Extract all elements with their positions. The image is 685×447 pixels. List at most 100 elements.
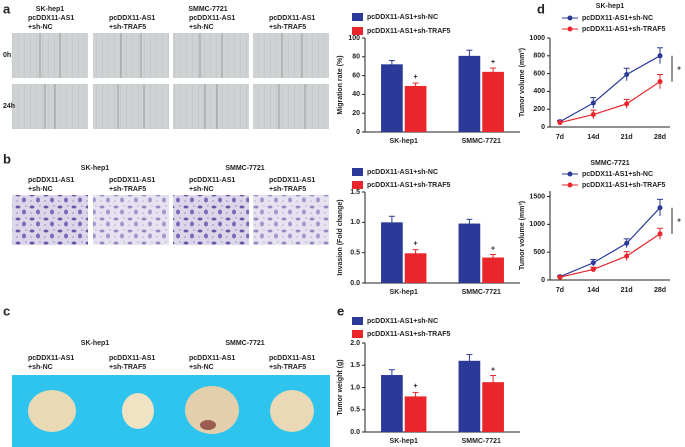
- legend-marker: [567, 171, 573, 177]
- group-label: +sh-NC: [28, 24, 53, 31]
- cell-line-label: SK-hep1: [81, 340, 110, 347]
- significance-label: +: [677, 218, 681, 225]
- bar: [404, 253, 427, 283]
- legend-swatch: [352, 13, 363, 21]
- wound-image: [12, 84, 88, 129]
- x-tick-label: 14d: [587, 134, 599, 141]
- significance-label: +: [414, 240, 418, 247]
- point: [657, 205, 663, 211]
- bar: [381, 222, 403, 283]
- cell-line-label: SMMC-7721: [225, 340, 264, 347]
- x-tick-label: 7d: [556, 287, 564, 294]
- wound-image: [253, 33, 329, 78]
- tumor: [185, 386, 239, 434]
- group-label: +sh-TRAF5: [269, 24, 306, 31]
- line: [559, 233, 661, 278]
- row-label: 0h: [3, 52, 11, 59]
- point: [657, 53, 663, 59]
- x-tick-label: 28d: [654, 287, 666, 294]
- group-label: +sh-NC: [189, 24, 214, 31]
- x-tick-label: 28d: [654, 134, 666, 141]
- point: [624, 240, 630, 246]
- y-tick-label: 0.0: [350, 429, 360, 436]
- group-label: pcDDX11-AS1: [28, 355, 74, 362]
- legend-swatch: [352, 181, 363, 189]
- bar: [381, 64, 403, 132]
- legend-marker: [567, 15, 573, 21]
- tumor: [122, 393, 154, 429]
- y-tick-label: 500: [533, 249, 545, 256]
- bar: [404, 85, 427, 132]
- point: [590, 100, 596, 106]
- point: [557, 120, 563, 126]
- tumor-spot: [200, 420, 216, 430]
- y-tick-label: 2.0: [350, 340, 360, 347]
- point: [590, 260, 596, 266]
- wound-image: [173, 84, 249, 129]
- y-tick-label: 1.0: [350, 219, 360, 226]
- cell-line-label: SMMC-7721: [188, 6, 227, 13]
- significance-label: +: [491, 366, 495, 373]
- group-label: pcDDX11-AS1: [109, 355, 155, 362]
- wound-image: [93, 33, 169, 78]
- panel-label: b: [3, 151, 11, 166]
- bar: [482, 382, 504, 432]
- y-tick-label: 400: [533, 88, 545, 95]
- wound-image: [253, 84, 329, 129]
- x-tick-label: SMMC-7721: [462, 289, 501, 296]
- tumor: [28, 390, 76, 432]
- y-tick-label: 0.0: [350, 280, 360, 287]
- line: [559, 81, 661, 124]
- legend-label: pcDDX11-AS1+sh-NC: [582, 15, 653, 22]
- wound-image: [173, 33, 249, 78]
- significance-label: +: [677, 66, 681, 73]
- cell-line-label: SMMC-7721: [225, 165, 264, 172]
- y-tick-label: 800: [533, 53, 545, 60]
- wound-image: [12, 33, 88, 78]
- bar: [458, 360, 481, 432]
- y-tick-label: 1.5: [350, 189, 360, 196]
- x-tick-label: SMMC-7721: [462, 438, 501, 445]
- y-tick-label: 1.5: [350, 362, 360, 369]
- x-tick-label: SMMC-7721: [462, 138, 501, 145]
- bar: [381, 375, 403, 432]
- chart-title: SMMC-7721: [590, 160, 629, 167]
- cell-line-label: SK-hep1: [36, 6, 65, 13]
- legend-label: pcDDX11-AS1+sh-TRAF5: [582, 26, 666, 33]
- group-label: +sh-TRAF5: [109, 364, 146, 371]
- legend-label: pcDDX11-AS1+sh-TRAF5: [367, 28, 451, 35]
- group-label: +sh-TRAF5: [109, 24, 146, 31]
- bar: [458, 55, 481, 132]
- group-label: pcDDX11-AS1: [189, 177, 235, 184]
- legend-label: pcDDX11-AS1+sh-TRAF5: [367, 331, 451, 338]
- legend-marker: [567, 182, 573, 188]
- line: [559, 207, 661, 278]
- group-label: +sh-NC: [28, 186, 53, 193]
- group-label: pcDDX11-AS1: [269, 177, 315, 184]
- invasion-image: [173, 195, 249, 245]
- x-tick-label: SK-hep1: [390, 438, 419, 445]
- y-axis-label: Tumor volume (mm³): [519, 201, 526, 270]
- significance-label: +: [414, 74, 418, 81]
- y-tick-label: 1000: [529, 35, 545, 42]
- point: [624, 253, 630, 259]
- group-label: pcDDX11-AS1: [109, 177, 155, 184]
- point: [657, 231, 663, 237]
- x-tick-label: SK-hep1: [390, 289, 419, 296]
- x-tick-label: 21d: [621, 287, 633, 294]
- line: [559, 55, 661, 123]
- legend-swatch: [352, 317, 363, 325]
- y-tick-label: 1000: [529, 221, 545, 228]
- group-label: pcDDX11-AS1: [189, 15, 235, 22]
- legend-label: pcDDX11-AS1+sh-NC: [582, 171, 653, 178]
- tumor: [270, 390, 314, 432]
- point: [624, 101, 630, 107]
- legend-label: pcDDX11-AS1+sh-NC: [367, 318, 438, 325]
- y-axis-label: Tumor volume (mm³): [519, 48, 526, 117]
- bar: [482, 257, 504, 283]
- image-layout: [12, 33, 330, 447]
- group-label: +sh-NC: [189, 186, 214, 193]
- legend-marker: [567, 26, 573, 32]
- group-label: pcDDX11-AS1: [269, 355, 315, 362]
- y-tick-label: 0: [356, 129, 360, 136]
